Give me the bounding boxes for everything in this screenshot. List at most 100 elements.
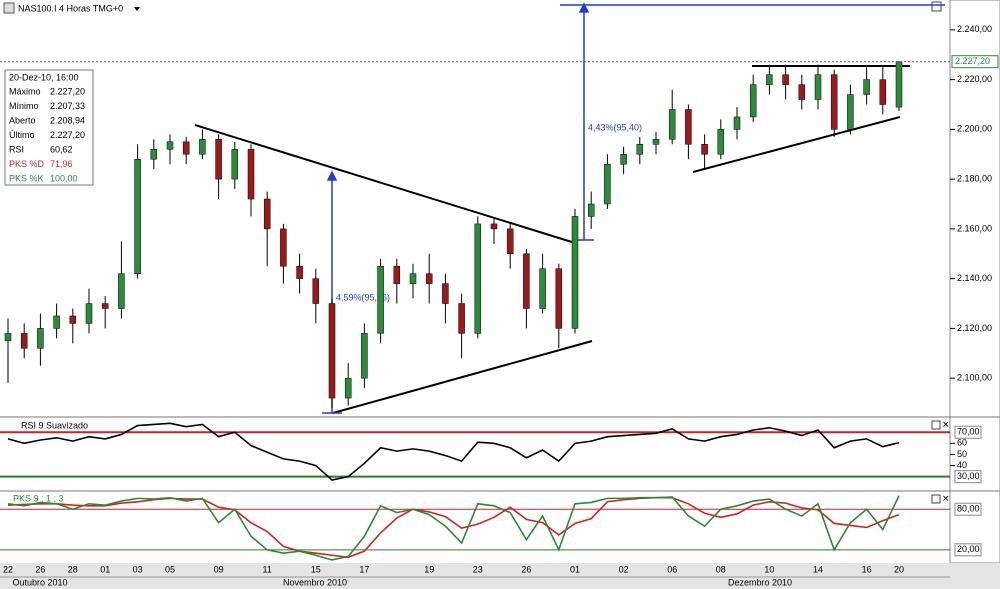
info-label: PKS %D <box>9 159 45 169</box>
y-tick-label: 2.140,00 <box>957 273 992 283</box>
candle-body <box>620 154 627 165</box>
info-value: 2.207,33 <box>50 101 85 111</box>
candle-body <box>118 273 125 309</box>
candle-body <box>442 283 449 304</box>
annotation: 4,59%(95,96) <box>336 292 390 302</box>
y-tick-label: 40 <box>957 460 967 470</box>
pane-title: RSI 9 Suavizado <box>21 420 88 430</box>
candle-body <box>393 265 401 284</box>
x-tick-label: 19 <box>424 564 434 574</box>
candle-body <box>344 377 352 399</box>
month-label: Outubro 2010 <box>12 577 67 587</box>
info-value: 2.227,20 <box>50 130 85 140</box>
candle-body <box>215 139 222 180</box>
candle-body <box>85 303 93 324</box>
level-box <box>954 470 982 484</box>
candle-body <box>231 149 239 180</box>
arrowhead <box>326 170 338 181</box>
candle-body <box>361 333 368 379</box>
candle-body <box>53 315 60 329</box>
pane-title: PKS 9 ; 1 ; 3 <box>13 493 64 503</box>
close-button[interactable]: ✕ <box>942 419 950 429</box>
x-tick-label: 03 <box>133 564 143 574</box>
info-label: Máximo <box>9 86 41 96</box>
series-line <box>7 422 900 481</box>
arrowhead <box>578 2 590 13</box>
candle-body <box>4 333 12 342</box>
x-tick-label: 01 <box>100 564 110 574</box>
maximize-button[interactable] <box>931 1 942 12</box>
info-label: Aberto <box>9 115 36 125</box>
candle-body <box>37 328 44 349</box>
candle-body <box>879 79 887 105</box>
close-button[interactable]: ✕ <box>942 493 950 503</box>
x-tick-label: 26 <box>35 564 45 574</box>
candle-body <box>247 149 255 200</box>
candle-body <box>685 109 692 145</box>
month-label: Dezembro 2010 <box>728 577 792 587</box>
candle-body <box>847 94 854 130</box>
candle-body <box>604 163 611 205</box>
trendline <box>194 124 576 244</box>
dropdown-arrow[interactable] <box>134 7 140 11</box>
candle-body <box>166 141 174 150</box>
series-line <box>7 495 900 561</box>
info-value: 2.227,20 <box>50 86 85 96</box>
level-box <box>954 543 982 557</box>
symbol-title[interactable]: NAS100.I 4 Horas TMG+0 <box>18 3 123 13</box>
info-label: Mínimo <box>9 101 39 111</box>
y-tick-label: 2.100,00 <box>957 373 992 383</box>
maximize-button[interactable] <box>931 494 941 504</box>
last-price-label: 2.227,20 <box>955 56 990 66</box>
x-tick-label: 23 <box>473 564 483 574</box>
x-tick-label: 15 <box>311 564 321 574</box>
annotation: 4,43%(95,40) <box>588 122 642 132</box>
candle-body <box>263 198 271 230</box>
candle-body <box>409 273 417 284</box>
candle-body <box>69 315 77 324</box>
candle-body <box>506 228 514 255</box>
x-tick-label: 02 <box>619 564 629 574</box>
candle-body <box>587 203 595 217</box>
candle-body <box>863 79 870 95</box>
candle-body <box>474 223 482 334</box>
candle-body <box>830 74 838 130</box>
trendline <box>692 116 901 173</box>
candle-body <box>749 84 757 118</box>
y-tick-label: 50 <box>957 449 967 459</box>
candle-body <box>717 129 725 155</box>
info-value: 71,96 <box>50 159 73 169</box>
candle-body <box>377 265 384 334</box>
x-tick-label: 06 <box>667 564 677 574</box>
x-tick-label: 28 <box>68 564 78 574</box>
symbol-icon[interactable] <box>3 2 15 14</box>
trendline <box>332 340 593 414</box>
y-tick-label: 20,00 <box>957 544 980 554</box>
y-tick-label: 60 <box>957 438 967 448</box>
info-value: 100,00 <box>50 173 78 183</box>
x-tick-label: 11 <box>263 564 272 574</box>
candle-body <box>425 273 433 284</box>
info-label: PKS %K <box>9 173 44 183</box>
maximize-button[interactable] <box>931 420 941 430</box>
candle-body <box>312 278 320 304</box>
candle-body <box>101 303 109 309</box>
candle-body <box>814 74 822 100</box>
candle-body <box>652 139 660 145</box>
month-label: Novembro 2010 <box>283 577 347 587</box>
candle-body <box>328 303 336 399</box>
y-tick-label: 2.220,00 <box>957 74 992 84</box>
candle-body <box>636 144 644 155</box>
y-tick-label: 2.240,00 <box>957 24 992 34</box>
x-tick-label: 26 <box>521 564 531 574</box>
x-tick-label: 14 <box>813 564 823 574</box>
y-tick-label: 30,00 <box>957 471 980 481</box>
candle-body <box>539 268 546 309</box>
y-tick-label: 70,00 <box>957 427 980 437</box>
x-tick-label: 20 <box>894 564 904 574</box>
x-tick-label: 17 <box>359 564 369 574</box>
y-tick-label: 80,00 <box>957 504 980 514</box>
info-label: Último <box>9 130 35 140</box>
x-tick-label: 01 <box>570 564 580 574</box>
